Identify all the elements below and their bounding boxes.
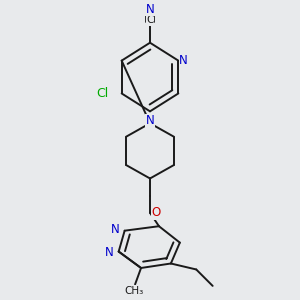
Text: O: O xyxy=(151,206,160,219)
Text: N: N xyxy=(146,114,154,128)
Text: CH₃: CH₃ xyxy=(124,286,143,296)
Text: C: C xyxy=(146,15,154,26)
Text: N: N xyxy=(146,2,154,16)
Text: N: N xyxy=(111,223,120,236)
Text: Cl: Cl xyxy=(96,87,108,100)
Text: N: N xyxy=(105,246,114,259)
Text: N: N xyxy=(179,54,188,67)
